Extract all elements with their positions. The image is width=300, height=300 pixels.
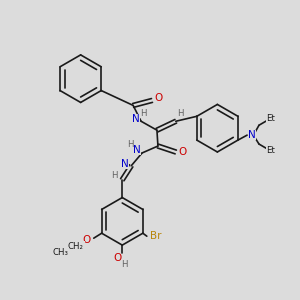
Text: Et: Et [266,114,275,123]
Text: CH₂: CH₂ [68,242,84,250]
Text: O: O [178,147,187,157]
Text: H: H [140,109,146,118]
Text: CH₃: CH₃ [52,248,68,256]
Text: N: N [132,114,140,124]
Text: O: O [155,94,163,103]
Text: N: N [122,159,129,169]
Text: H: H [127,140,134,148]
Text: H: H [178,109,184,118]
Text: H: H [121,260,128,269]
Text: O: O [83,235,91,245]
Text: Et: Et [266,146,275,155]
Text: Br: Br [150,231,161,241]
Text: N: N [248,130,256,140]
Text: H: H [111,171,118,180]
Text: O: O [113,253,122,263]
Text: N: N [133,145,141,155]
